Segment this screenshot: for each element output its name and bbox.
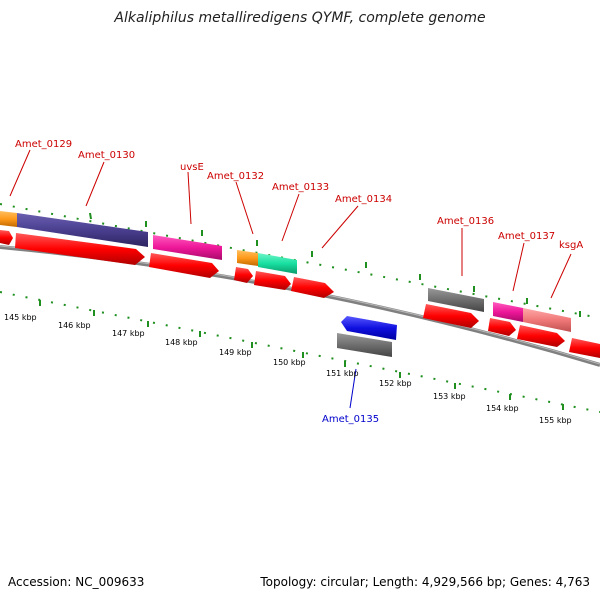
gene-ametr-0133[interactable]	[258, 253, 297, 274]
gene-ametr-0129[interactable]	[0, 211, 17, 227]
gene-label-ametr-0135[interactable]: Amet_0135	[322, 414, 379, 425]
gene-label-ametr-0137[interactable]: Amet_0137	[498, 231, 555, 242]
gene-label-ametr-0133[interactable]: Amet_0133	[272, 182, 329, 193]
gene-label-ksga[interactable]: ksgA	[559, 240, 583, 251]
gene-uvse[interactable]	[153, 235, 222, 260]
scale-label: 146 kbp	[58, 321, 91, 330]
scale-label: 152 kbp	[379, 379, 412, 388]
major-tick	[89, 212, 92, 220]
cds-arrow[interactable]	[15, 233, 145, 265]
scale-label: 149 kbp	[219, 348, 252, 357]
scale-label: 153 kbp	[433, 392, 466, 401]
gene-ametr-0136[interactable]	[428, 288, 484, 312]
cds-arrows	[0, 230, 600, 358]
scale-label: 155 kbp	[539, 416, 572, 425]
lower-tick-rail	[0, 291, 600, 413]
gene-label-ametr-0136[interactable]: Amet_0136	[437, 216, 494, 227]
gene-label-uvse[interactable]: uvsE	[180, 162, 204, 173]
gene-ametr-0135-gray[interactable]	[337, 333, 392, 357]
label-leaders	[9, 149, 572, 409]
cds-arrow[interactable]	[291, 277, 334, 298]
gene-ksga[interactable]	[523, 308, 571, 332]
gene-ametr-0137-a[interactable]	[493, 302, 523, 322]
cds-arrow[interactable]	[517, 325, 565, 347]
cds-arrow[interactable]	[149, 253, 219, 278]
accession-text: Accession: NC_009633	[8, 575, 145, 589]
cds-arrow[interactable]	[0, 230, 13, 245]
cds-arrow[interactable]	[254, 271, 291, 290]
genome-summary-text: Topology: circular; Length: 4,929,566 bp…	[260, 575, 590, 589]
cds-arrow[interactable]	[234, 267, 253, 283]
gene-labels: Amet_0129 Amet_0130 uvsE Amet_0132 Amet_…	[15, 139, 583, 425]
scale-label: 154 kbp	[486, 404, 519, 413]
gene-features	[0, 211, 571, 357]
gene-ametr-0132[interactable]	[237, 250, 258, 266]
gene-label-ametr-0132[interactable]: Amet_0132	[207, 171, 264, 182]
scale-label: 148 kbp	[165, 338, 198, 347]
scale-label: 151 kbp	[326, 369, 359, 378]
gene-label-ametr-0129[interactable]: Amet_0129	[15, 139, 72, 150]
genome-title: Alkaliphilus metalliredigens QYMF, compl…	[114, 10, 486, 26]
gene-ametr-0135-cds[interactable]	[341, 316, 397, 340]
scale-label: 147 kbp	[112, 329, 145, 338]
upper-tick-rail	[0, 203, 600, 319]
scale-label: 145 kbp	[4, 313, 37, 322]
scale-label: 150 kbp	[273, 358, 306, 367]
gene-label-ametr-0130[interactable]: Amet_0130	[78, 150, 135, 161]
gene-ametr-0130[interactable]	[17, 213, 148, 247]
cds-arrow[interactable]	[488, 318, 516, 336]
cds-arrow[interactable]	[423, 304, 479, 328]
scale-labels: 145 kbp 146 kbp 147 kbp 148 kbp 149 kbp …	[4, 313, 572, 425]
cds-arrow[interactable]	[569, 338, 600, 358]
gene-label-ametr-0134[interactable]: Amet_0134	[335, 194, 392, 205]
